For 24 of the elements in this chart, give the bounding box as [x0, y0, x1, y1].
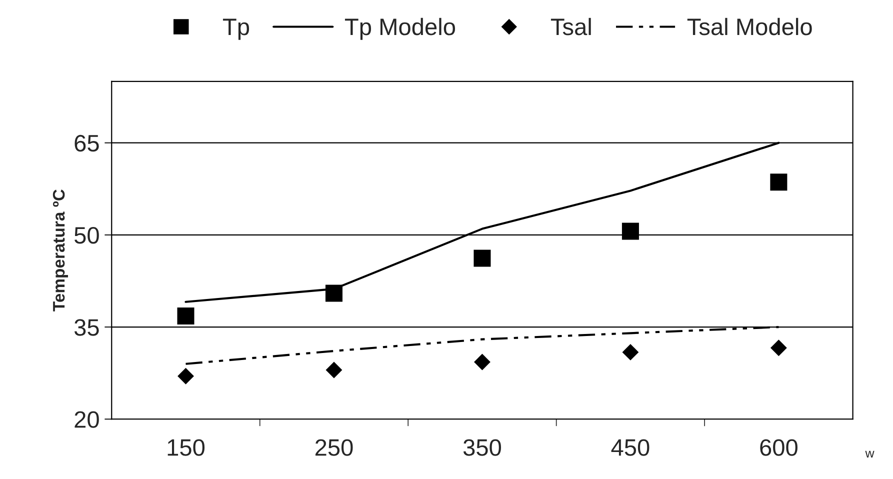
point	[770, 340, 787, 356]
y-axis-title: Temperatura ºC	[52, 189, 68, 312]
point	[622, 222, 639, 240]
y-tick-label: 35	[74, 319, 99, 336]
point	[177, 307, 194, 324]
y-tick-label: 50	[74, 226, 99, 244]
y-tick-label: 20	[74, 411, 99, 428]
legend-label: Tp Modelo	[344, 18, 456, 40]
x-tick-label: 600	[760, 439, 798, 456]
point	[770, 174, 788, 191]
x-tick-label: 250	[315, 439, 353, 456]
x-tick-label: 450	[611, 439, 650, 456]
x-tick-label: 350	[463, 439, 501, 456]
legend-label: Tp	[222, 18, 250, 40]
point	[326, 362, 342, 378]
point	[178, 368, 194, 384]
x-axis-title: w	[865, 450, 874, 458]
legend-label: Tsal Modelo	[687, 18, 812, 36]
point	[474, 250, 491, 267]
y-tick-label: 65	[74, 134, 99, 152]
point	[474, 354, 490, 370]
point	[622, 344, 639, 360]
legend-label: Tsal	[550, 18, 591, 36]
x-tick-label: 150	[168, 439, 205, 456]
